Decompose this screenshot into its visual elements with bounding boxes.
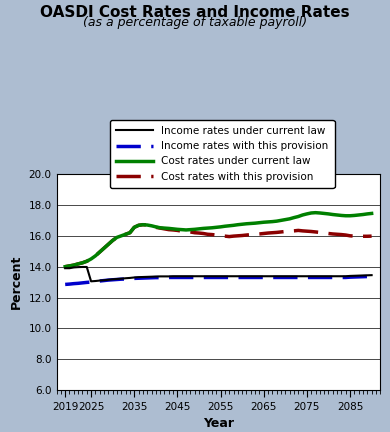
Y-axis label: Percent: Percent — [10, 255, 23, 309]
X-axis label: Year: Year — [203, 417, 234, 430]
Text: OASDI Cost Rates and Income Rates: OASDI Cost Rates and Income Rates — [40, 5, 350, 20]
Legend: Income rates under current law, Income rates with this provision, Cost rates und: Income rates under current law, Income r… — [110, 120, 335, 188]
Text: (as a percentage of taxable payroll): (as a percentage of taxable payroll) — [83, 16, 307, 29]
